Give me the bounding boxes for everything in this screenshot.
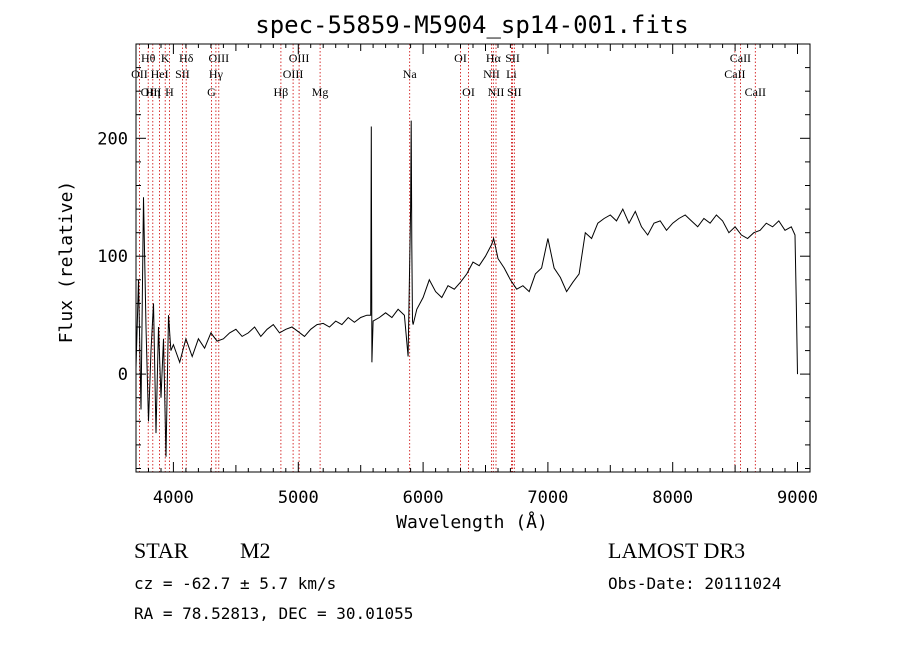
emission-line-label: NII (483, 67, 500, 81)
y-tick-label: 0 (118, 365, 128, 385)
observation-date: Obs-Date: 20111024 (608, 574, 782, 593)
emission-line-label: SII (507, 85, 522, 99)
y-axis-label: Flux (relative) (56, 181, 77, 344)
emission-line-label: CaII (724, 67, 745, 81)
emission-line-label: CaII (730, 51, 751, 65)
object-type: STAR (134, 538, 189, 563)
x-tick-label: 5000 (278, 488, 319, 508)
redshift-velocity: cz = -62.7 ± 5.7 km/s (134, 574, 337, 593)
emission-line-label: HeI (151, 67, 169, 81)
object-subclass: M2 (240, 538, 271, 563)
emission-line-label: OIII (208, 51, 229, 65)
x-axis-label: Wavelength (Å) (396, 511, 548, 533)
emission-line-label: SII (505, 51, 520, 65)
emission-line-label: OIII (289, 51, 310, 65)
emission-line-label: CaII (745, 85, 766, 99)
emission-line-label: Hδ (179, 51, 194, 65)
emission-line-label: H (165, 85, 174, 99)
emission-line-label: OII (131, 67, 148, 81)
chart-title: spec-55859-M5904_sp14-001.fits (255, 11, 688, 39)
y-tick-label: 200 (97, 129, 128, 149)
emission-line-label: G (207, 85, 216, 99)
x-axis-ticks: 4000 5000 6000 7000 8000 9000 (135, 44, 818, 508)
emission-line-label: Li (506, 67, 517, 81)
emission-line-label: OIII (141, 85, 162, 99)
plot-frame (135, 43, 811, 473)
y-axis-ticks: 0 100 200 (97, 43, 810, 469)
emission-line-label: OIII (283, 67, 304, 81)
y-tick-label: 100 (97, 247, 128, 267)
x-tick-label: 7000 (527, 488, 568, 508)
x-tick-label: 6000 (403, 488, 444, 508)
emission-line-label: K (161, 51, 170, 65)
emission-line-markers (138, 44, 756, 472)
emission-line-label: OI (454, 51, 467, 65)
coordinates: RA = 78.52813, DEC = 30.01055 (134, 604, 414, 623)
emission-line-label: NII (488, 85, 505, 99)
emission-line-label: Na (403, 67, 418, 81)
emission-line-label: SII (175, 67, 190, 81)
x-tick-label: 9000 (777, 488, 818, 508)
x-tick-label: 4000 (153, 488, 194, 508)
emission-line-label: OI (462, 85, 475, 99)
emission-line-label: Hγ (209, 67, 224, 81)
survey-name: LAMOST DR3 (608, 538, 746, 563)
emission-line-label: Mg (312, 85, 329, 99)
x-tick-label: 8000 (652, 488, 693, 508)
spectrum-series-line (135, 120, 798, 457)
emission-line-label: Hη (145, 85, 160, 99)
emission-line-label: Hα (486, 51, 502, 65)
emission-line-label: Hβ (274, 85, 289, 99)
emission-line-label: Hθ (141, 51, 156, 65)
